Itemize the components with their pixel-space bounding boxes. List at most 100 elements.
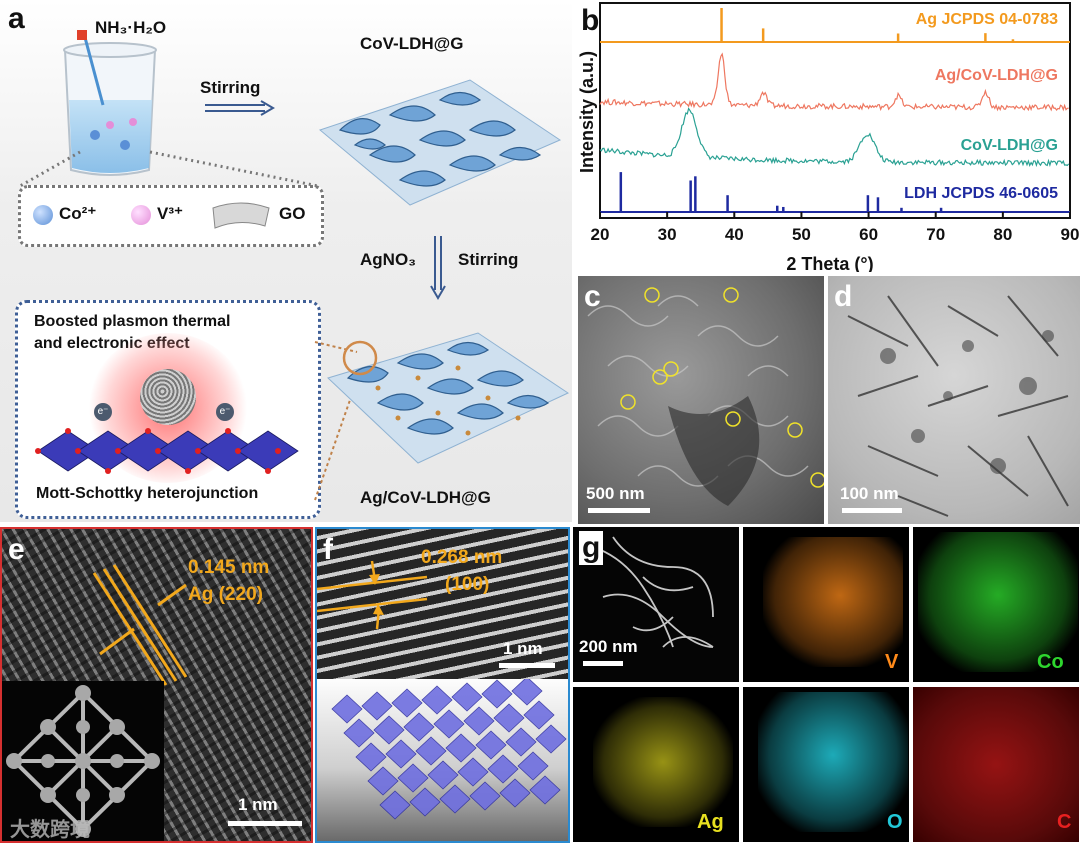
scale-bar-c [588, 508, 650, 513]
map-label-ag: Ag [697, 811, 724, 833]
octahedron [427, 760, 459, 790]
octahedron [331, 694, 363, 724]
step2-label: Stirring [458, 250, 519, 269]
octahedron [523, 700, 555, 730]
octahedron [469, 781, 501, 811]
octahedron [361, 691, 393, 721]
octahedron [433, 709, 465, 739]
heterojunction-inset: Boosted plasmon thermal and electronic e… [15, 300, 321, 519]
x-tick-label: 90 [1061, 225, 1080, 244]
graphene-sheet-icon [212, 202, 270, 229]
tem-texture [847, 295, 1069, 517]
panel-label-a: a [8, 2, 25, 35]
octahedron [355, 742, 387, 772]
panel-a-synthesis-schematic: a NH₃·H₂O Stirring CoV-LDH@G Co²⁺ [0, 0, 572, 522]
spacing-label-e: 0.145 nm [188, 557, 270, 578]
octahedron [391, 688, 423, 718]
octahedron [505, 727, 537, 757]
scale-label-g: 200 nm [579, 637, 638, 656]
scale-bar-e [228, 821, 302, 826]
octahedron [373, 715, 405, 745]
series-legend-label: LDH JCPDS 46-0605 [904, 185, 1058, 202]
step1-label: Stirring [200, 78, 261, 97]
octahedron [517, 751, 549, 781]
panel-label-e: e [8, 533, 25, 566]
xrd-pattern-line [599, 52, 1069, 112]
octahedron [415, 736, 447, 766]
reagent-ammonia: NH₃·H₂O [95, 18, 167, 37]
octahedron [463, 706, 495, 736]
octahedron [529, 775, 561, 805]
map-tile-ag: Ag [573, 687, 739, 842]
inset-zoom-lines [314, 341, 358, 501]
x-tick-label: 30 [658, 225, 677, 244]
fcc-lattice-icon [6, 685, 160, 837]
octahedron [493, 703, 525, 733]
ag-signal [593, 697, 733, 827]
x-tick-label: 80 [993, 225, 1012, 244]
octahedron [403, 712, 435, 742]
scale-bar-f [499, 663, 555, 668]
octahedron [385, 739, 417, 769]
nanosheet-network-icon [318, 79, 562, 206]
silver-nanoparticle-icon [140, 369, 196, 425]
panel-label-d: d [834, 280, 853, 313]
octahedron [535, 724, 567, 754]
decorated-nanosheet-icon [327, 332, 570, 464]
panel-c-sem-image: c 500 nm [578, 276, 824, 524]
map-label-v: V [885, 651, 899, 673]
plane-label-f: (100) [445, 574, 490, 595]
ldh-structure-model [317, 676, 568, 841]
fringe-image-f [317, 529, 568, 679]
down-arrow-icon [430, 236, 446, 300]
octahedron [439, 784, 471, 814]
sem-texture [587, 287, 824, 506]
panel-label-g: g [579, 531, 604, 565]
scale-label-d: 100 nm [840, 484, 899, 503]
legend-v: V³⁺ [157, 204, 183, 223]
octahedron [397, 763, 429, 793]
series-legend-label: Ag JCPDS 04-0783 [916, 11, 1058, 28]
x-tick-label: 40 [725, 225, 744, 244]
beaker-icon [63, 30, 157, 176]
plane-label-e: Ag (220) [188, 584, 263, 605]
octahedron [511, 676, 543, 706]
panel-g-eds-mapping: 200 nm g V Co Ag O C [573, 527, 1080, 843]
legend-co: Co²⁺ [59, 204, 97, 223]
product-top-label: CoV-LDH@G [360, 34, 464, 53]
octahedron [409, 787, 441, 817]
octahedral-layer-icon [331, 676, 567, 820]
watermark: 大数跨境 [10, 819, 90, 841]
scale-label-f: 1 nm [503, 639, 543, 658]
octahedron [499, 778, 531, 808]
octahedron [457, 757, 489, 787]
panel-d-tem-image: d 100 nm [828, 276, 1080, 524]
ldh-octahedra-layer [35, 428, 299, 474]
xrd-pattern-line [599, 107, 1070, 168]
octahedron [487, 754, 519, 784]
product-bottom-label: Ag/CoV-LDH@G [360, 488, 491, 507]
map-tile-c: C [913, 687, 1079, 842]
map-tile-co: Co [913, 527, 1079, 682]
plot-frame [599, 2, 1071, 219]
x-tick-label: 20 [591, 225, 610, 244]
reagent-silver-nitrate: AgNO₃ [360, 250, 417, 269]
map-label-c: C [1057, 811, 1072, 833]
co-signal [918, 532, 1078, 672]
x-axis-label: 2 Theta (°) [786, 254, 873, 272]
series-legend-label: Ag/CoV-LDH@G [935, 67, 1058, 84]
octahedron [421, 685, 453, 715]
inset-footer: Mott-Schottky heterojunction [36, 485, 259, 502]
x-tick-label: 70 [926, 225, 945, 244]
panel-label-c: c [584, 280, 601, 313]
x-tick-label: 50 [792, 225, 811, 244]
panel-label-b: b [581, 4, 599, 37]
octahedron [445, 733, 477, 763]
d-spacing-marker [92, 564, 188, 686]
octahedron [475, 730, 507, 760]
map-label-o: O [887, 811, 903, 833]
scale-bar-g [583, 661, 623, 666]
xrd-chart: b 20 30 40 50 60 70 80 90 Ag JCPDS 04-0783 Ag/Co… [577, 2, 1080, 274]
map-tile-o: O [743, 687, 909, 842]
scale-label-e: 1 nm [238, 795, 278, 814]
